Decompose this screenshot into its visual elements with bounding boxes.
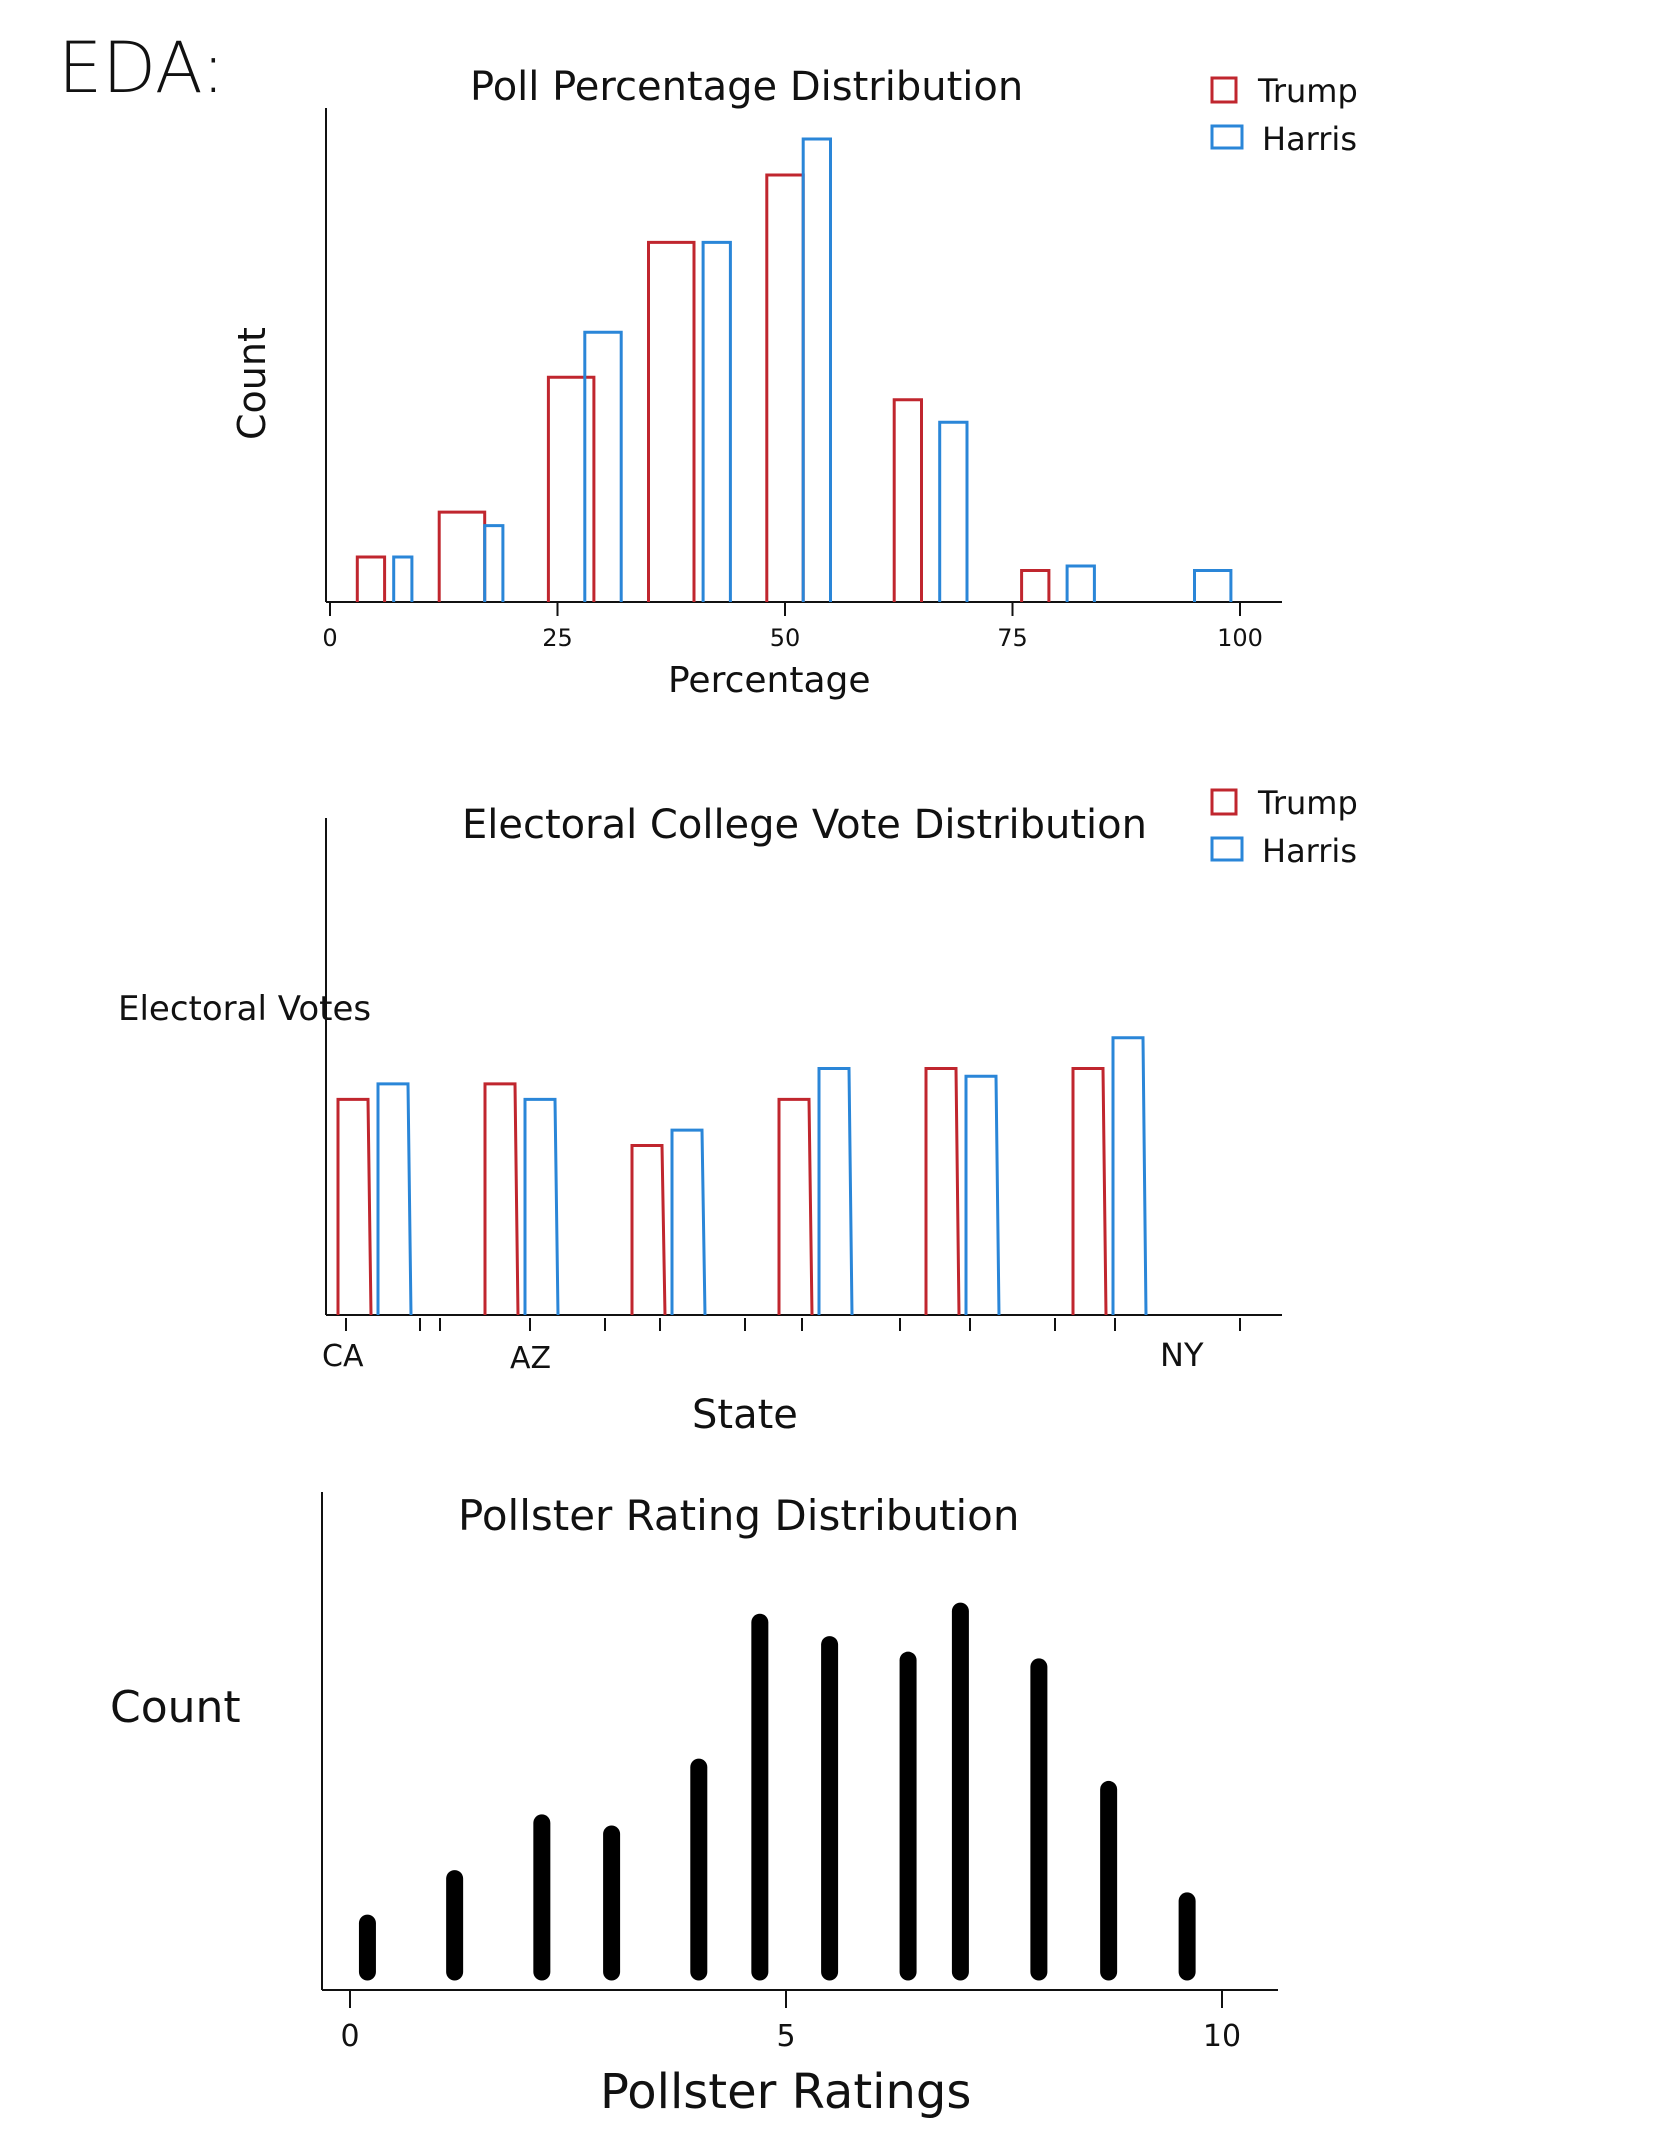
chart3-bars bbox=[358, 1602, 1196, 1981]
chart2-legend-harris-swatch bbox=[1210, 836, 1244, 862]
chart1-bar-harris bbox=[801, 137, 832, 602]
poll-percentage-chart: Poll Percentage Distribution Trump Harri… bbox=[230, 64, 1358, 701]
chart1-bar-harris bbox=[701, 240, 732, 602]
chart1-x-label: Percentage bbox=[668, 660, 871, 701]
chart1-x-tick-label: 50 bbox=[770, 624, 801, 652]
chart1-bar-harris bbox=[938, 420, 969, 602]
chart1-x-tick-label: 25 bbox=[542, 624, 573, 652]
page-heading: EDA: bbox=[58, 27, 225, 109]
chart1-legend-trump-label: Trump bbox=[1257, 72, 1358, 110]
chart2-bar-trump bbox=[336, 1097, 373, 1316]
chart1-bar-trump bbox=[892, 398, 923, 602]
chart1-bar-harris bbox=[392, 555, 414, 602]
chart2-legend-harris-label: Harris bbox=[1262, 832, 1357, 870]
chart3-x-label: Pollster Ratings bbox=[600, 2064, 971, 2120]
chart1-bar-trump bbox=[1020, 569, 1051, 602]
chart3-title: Pollster Rating Distribution bbox=[458, 1491, 1019, 1540]
chart1-legend-harris-label: Harris bbox=[1262, 120, 1357, 158]
chart2-bar-harris bbox=[1111, 1036, 1148, 1316]
chart1-x-tick-label: 100 bbox=[1217, 624, 1263, 652]
chart1-title: Poll Percentage Distribution bbox=[470, 64, 1023, 110]
chart1-legend-trump-swatch bbox=[1210, 76, 1238, 104]
electoral-vote-chart: Electoral College Vote Distribution Trum… bbox=[118, 784, 1358, 1438]
pollster-rating-chart: Pollster Rating Distribution Count Polls… bbox=[110, 1491, 1278, 2120]
chart2-bars bbox=[336, 1036, 1148, 1316]
chart1-bar-trump bbox=[546, 375, 596, 602]
chart1-bar-trump bbox=[437, 510, 487, 602]
chart3-x-tick-label: 0 bbox=[340, 2019, 359, 2054]
chart1-bar-harris bbox=[1193, 569, 1233, 602]
chart1-bar-harris bbox=[483, 524, 505, 602]
chart2-bar-trump bbox=[1071, 1067, 1108, 1316]
chart2-bar-harris bbox=[964, 1074, 1001, 1316]
chart2-y-label: Electoral Votes bbox=[118, 989, 371, 1029]
chart3-x-ticks: 0 5 10 bbox=[340, 1990, 1241, 2054]
chart2-legend-trump-swatch bbox=[1210, 788, 1238, 816]
chart1-bar-trump bbox=[355, 555, 387, 602]
chart2-bar-harris bbox=[376, 1082, 413, 1316]
chart1-y-label: Count bbox=[230, 327, 274, 440]
chart2-tick-label-ny: NY bbox=[1160, 1336, 1204, 1374]
chart1-bars bbox=[355, 137, 1233, 602]
chart2-legend-trump-label: Trump bbox=[1257, 784, 1358, 822]
chart1-x-ticks: 0 25 50 75 100 bbox=[322, 602, 1263, 652]
chart2-bar-trump bbox=[483, 1082, 520, 1316]
chart1-bar-trump bbox=[647, 240, 696, 602]
chart1-x-tick-label: 75 bbox=[997, 624, 1028, 652]
chart1-legend: Trump Harris bbox=[1210, 72, 1358, 158]
chart1-x-tick-label: 0 bbox=[322, 624, 337, 652]
chart2-title: Electoral College Vote Distribution bbox=[462, 802, 1147, 848]
chart1-bar-harris bbox=[583, 330, 623, 602]
chart2-bar-trump bbox=[777, 1097, 814, 1316]
chart2-bar-harris bbox=[817, 1067, 854, 1316]
chart2-bar-trump bbox=[630, 1144, 667, 1316]
chart1-bar-harris bbox=[1065, 564, 1096, 602]
chart2-bar-harris bbox=[523, 1097, 560, 1316]
chart1-legend-harris-swatch bbox=[1210, 124, 1244, 150]
chart2-bar-harris bbox=[670, 1128, 707, 1316]
chart2-tick-label-ca: CA bbox=[322, 1339, 364, 1374]
chart3-x-tick-label: 10 bbox=[1203, 2019, 1241, 2054]
chart2-tick-label-az: AZ bbox=[510, 1341, 551, 1376]
chart2-legend: Trump Harris bbox=[1210, 784, 1358, 870]
chart2-x-label: State bbox=[692, 1392, 798, 1438]
chart3-y-label: Count bbox=[110, 1682, 241, 1733]
chart3-x-tick-label: 5 bbox=[776, 2019, 795, 2054]
chart2-x-ticks bbox=[345, 1318, 1241, 1331]
chart2-bar-trump bbox=[924, 1067, 961, 1316]
chart1-bar-trump bbox=[765, 173, 805, 602]
